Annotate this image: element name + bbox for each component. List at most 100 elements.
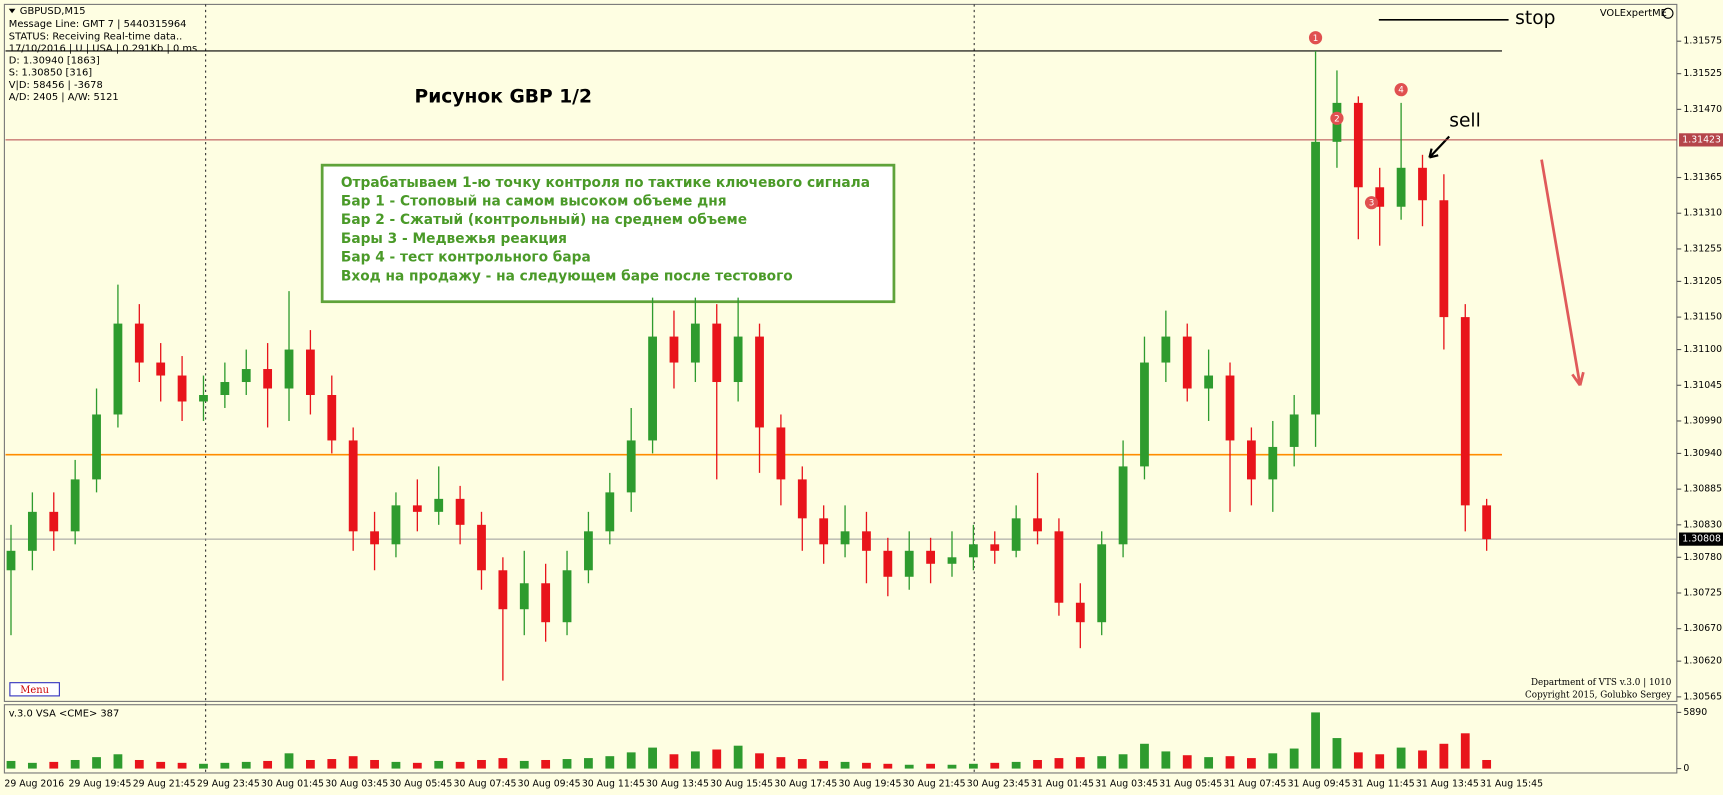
y-tick-label: 1.31575: [1683, 36, 1722, 47]
candle-body: [434, 498, 444, 512]
volume-bar: [306, 759, 315, 769]
candle-body: [1418, 167, 1427, 201]
x-tick-label: 31 Aug 13:45: [1416, 778, 1479, 789]
y-tick-label: 1.30830: [1683, 519, 1722, 530]
candle-body: [1118, 466, 1128, 545]
x-tick-label: 30 Aug 15:45: [710, 778, 773, 789]
status-line: V|D: 58456 | -3678: [9, 80, 103, 91]
candle-body: [541, 583, 551, 623]
volume-bar: [1075, 757, 1085, 769]
symbol-dropdown[interactable]: [8, 8, 16, 14]
candle-body: [926, 550, 936, 564]
volume-bar: [712, 749, 722, 769]
x-tick-label: 29 Aug 23:45: [197, 778, 260, 789]
volume-bar: [27, 762, 37, 769]
candle-body: [519, 583, 529, 610]
candle-body: [947, 557, 957, 564]
volume-bar: [49, 761, 59, 769]
x-tick-label: 30 Aug 03:45: [325, 778, 388, 789]
bar-marker: [1394, 83, 1408, 97]
candle-body: [755, 336, 764, 428]
credit: Copyright 2015, Golubko Sergey: [1525, 690, 1671, 700]
bar-marker-label: 1: [1313, 34, 1319, 44]
status-line: STATUS: Receiving Real-time data..: [9, 31, 182, 42]
credit: Department of VTS v.3.0 | 1010: [1531, 678, 1672, 688]
volume-bar: [391, 761, 401, 769]
x-tick-label: 31 Aug 09:45: [1288, 778, 1351, 789]
y-tick-label: 1.30620: [1683, 656, 1722, 667]
volume-bar: [455, 761, 465, 769]
volume-bar: [862, 762, 871, 769]
volume-bar: [1247, 758, 1256, 769]
symbol: GBPUSD,M15: [20, 6, 86, 17]
volume-bar: [1289, 748, 1299, 769]
y-tick-label: 1.31100: [1683, 344, 1722, 355]
volume-bar: [690, 751, 700, 769]
volume-bar: [1311, 712, 1320, 769]
y-tick-label: 1.31525: [1683, 68, 1722, 79]
candle-body: [776, 427, 786, 480]
volume-bar: [755, 753, 764, 769]
candle-body: [1182, 336, 1192, 389]
candle-body: [134, 323, 144, 363]
candle-body: [669, 336, 679, 363]
trend-arrow: [1540, 159, 1585, 387]
volume-bar: [498, 758, 508, 769]
x-tick-label: 31 Aug 15:45: [1480, 778, 1543, 789]
price-tag-label: 1.30808: [1682, 534, 1721, 545]
volume-bar: [241, 761, 251, 769]
x-tick-label: 30 Aug 01:45: [261, 778, 324, 789]
volume-tick-label: 5890: [1683, 707, 1707, 718]
brand: VOLExpertME: [1600, 8, 1667, 19]
volume-bar: [990, 762, 1000, 769]
volume-bar: [1225, 756, 1235, 769]
candle-body: [1482, 505, 1492, 540]
candle-body: [1161, 336, 1171, 363]
volume-bar: [1439, 743, 1449, 769]
volume-bar: [1118, 754, 1128, 769]
volume-bar: [904, 764, 914, 769]
volume-bar: [605, 756, 615, 769]
volume-bar: [733, 745, 743, 769]
volume-bar: [1204, 757, 1214, 769]
volume-bar: [584, 758, 593, 769]
x-tick-label: 29 Aug 2016: [4, 778, 64, 789]
candle-body: [883, 550, 893, 577]
candle-body: [1140, 362, 1149, 467]
volume-bar: [1140, 743, 1149, 769]
volume-bar: [648, 747, 657, 769]
volume-bar: [947, 764, 957, 769]
candle-body: [1011, 518, 1021, 551]
candle-body: [968, 544, 978, 558]
volume-bar: [541, 759, 551, 769]
y-tick-label: 1.30780: [1683, 552, 1722, 563]
y-tick-label: 1.31470: [1683, 104, 1722, 115]
candle-body: [27, 511, 37, 551]
x-tick-label: 30 Aug 07:45: [454, 778, 517, 789]
candle-body: [348, 440, 358, 532]
volume-bar: [70, 759, 80, 769]
menu-button[interactable]: [9, 682, 60, 697]
candle-body: [327, 395, 337, 441]
volume-pane: [3, 704, 1678, 774]
candle-body: [1097, 544, 1107, 623]
x-tick-label: 30 Aug 05:45: [389, 778, 452, 789]
candle-body: [113, 323, 123, 415]
candle-body: [477, 524, 486, 571]
candle-body: [370, 531, 379, 545]
stop-label: stop: [1515, 8, 1555, 29]
candle-body: [1247, 440, 1256, 480]
candle-body: [1439, 200, 1449, 318]
candle-body: [1075, 602, 1085, 623]
x-tick-label: 29 Aug 19:45: [69, 778, 132, 789]
y-tick-label: 1.30940: [1683, 448, 1722, 459]
menu-label[interactable]: Menu: [20, 685, 49, 696]
y-tick-label: 1.30565: [1683, 691, 1722, 702]
volume-bar: [840, 761, 850, 769]
volume-tick-label: 0: [1683, 763, 1689, 774]
volume-bar: [284, 753, 294, 769]
note-line: Бары 3 - Медвежья реакция: [341, 231, 567, 247]
candle-body: [1033, 518, 1042, 532]
